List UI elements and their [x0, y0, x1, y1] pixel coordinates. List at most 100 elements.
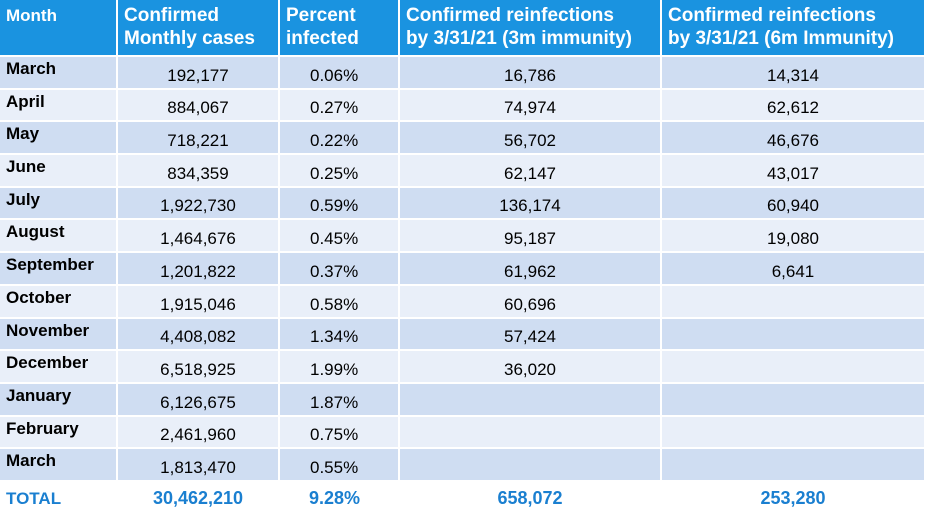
cell-reinf-6m	[661, 382, 925, 417]
header-percent-infected: Percent infected	[279, 0, 400, 57]
cell-percent: 0.27%	[279, 88, 400, 123]
cell-percent: 0.58%	[279, 284, 400, 319]
header-row: Month Confirmed Monthly cases Percent in…	[0, 0, 925, 57]
cell-reinf-6m	[661, 415, 925, 450]
cell-reinf-6m: 43,017	[661, 154, 925, 188]
table-row: March 192,177 0.06% 16,786 14,314	[0, 56, 925, 90]
cell-reinf-6m: 60,940	[661, 186, 925, 221]
cell-cases: 1,915,046	[117, 284, 280, 319]
cell-percent: 0.59%	[279, 186, 400, 221]
cell-reinf-6m: 6,641	[661, 252, 925, 286]
cell-percent: 0.06%	[279, 56, 400, 90]
cell-cases: 718,221	[117, 121, 280, 156]
table-footer: TOTAL 30,462,210 9.28% 658,072 253,280	[0, 480, 925, 516]
cell-percent: 0.45%	[279, 219, 400, 254]
table-row: May 718,221 0.22% 56,702 46,676	[0, 121, 925, 156]
cell-cases: 1,922,730	[117, 186, 280, 221]
header-reinfections-6m: Confirmed reinfections by 3/31/21 (6m Im…	[661, 0, 925, 57]
table-row: November 4,408,082 1.34% 57,424	[0, 317, 925, 352]
cell-cases: 6,518,925	[117, 350, 280, 384]
cell-month: March	[0, 56, 118, 90]
cell-month: February	[0, 415, 118, 450]
cell-reinf-6m: 19,080	[661, 219, 925, 254]
header-percent-line2: infected	[286, 28, 359, 49]
cell-percent: 0.22%	[279, 121, 400, 156]
cell-reinf-3m	[399, 415, 662, 450]
cell-month: January	[0, 382, 118, 417]
cell-reinf-3m: 95,187	[399, 219, 662, 254]
cell-reinf-3m	[399, 382, 662, 417]
header-reinf6-line2: by 3/31/21 (6m Immunity)	[668, 28, 894, 49]
header-cases-line1: Confirmed	[124, 5, 219, 26]
cell-month: November	[0, 317, 118, 352]
cell-reinf-6m	[661, 317, 925, 352]
cell-percent: 1.34%	[279, 317, 400, 352]
total-reinf-6m: 253,280	[661, 480, 925, 516]
cell-reinf-3m	[399, 448, 662, 482]
cell-month: June	[0, 154, 118, 188]
header-reinf6-line1: Confirmed reinfections	[668, 5, 876, 26]
cell-month: September	[0, 252, 118, 286]
cell-reinf-6m	[661, 350, 925, 384]
cell-reinf-6m	[661, 284, 925, 319]
cell-reinf-3m: 62,147	[399, 154, 662, 188]
cell-cases: 834,359	[117, 154, 280, 188]
header-month-label: Month	[6, 6, 57, 25]
table-row: February 2,461,960 0.75%	[0, 415, 925, 450]
cell-month: April	[0, 88, 118, 123]
cell-percent: 0.55%	[279, 448, 400, 482]
total-label: TOTAL	[0, 480, 117, 516]
table-row: July 1,922,730 0.59% 136,174 60,940	[0, 186, 925, 221]
cell-reinf-6m: 14,314	[661, 56, 925, 90]
cell-percent: 1.99%	[279, 350, 400, 384]
header-cases-line2: Monthly cases	[124, 28, 255, 49]
table-row: April 884,067 0.27% 74,974 62,612	[0, 88, 925, 123]
cell-percent: 0.75%	[279, 415, 400, 450]
cell-reinf-6m	[661, 448, 925, 482]
cell-cases: 1,813,470	[117, 448, 280, 482]
cell-reinf-3m: 57,424	[399, 317, 662, 352]
total-percent: 9.28%	[279, 480, 399, 516]
total-reinf-3m: 658,072	[399, 480, 661, 516]
cell-reinf-3m: 56,702	[399, 121, 662, 156]
cell-month: August	[0, 219, 118, 254]
header-percent-line1: Percent	[286, 5, 356, 26]
cell-reinf-6m: 62,612	[661, 88, 925, 123]
cell-month: December	[0, 350, 118, 384]
cell-cases: 4,408,082	[117, 317, 280, 352]
cell-reinf-3m: 36,020	[399, 350, 662, 384]
cell-cases: 1,464,676	[117, 219, 280, 254]
cell-cases: 192,177	[117, 56, 280, 90]
table-row: March 1,813,470 0.55%	[0, 448, 925, 482]
table-row: August 1,464,676 0.45% 95,187 19,080	[0, 219, 925, 254]
cell-month: October	[0, 284, 118, 319]
header-month: Month	[0, 0, 118, 57]
cell-percent: 1.87%	[279, 382, 400, 417]
header-reinf3-line1: Confirmed reinfections	[406, 5, 614, 26]
cell-cases: 6,126,675	[117, 382, 280, 417]
cell-reinf-3m: 60,696	[399, 284, 662, 319]
total-row: TOTAL 30,462,210 9.28% 658,072 253,280	[0, 480, 925, 516]
cell-reinf-6m: 46,676	[661, 121, 925, 156]
table-body: March 192,177 0.06% 16,786 14,314 April …	[0, 56, 925, 482]
cell-reinf-3m: 16,786	[399, 56, 662, 90]
cell-month: July	[0, 186, 118, 221]
cell-cases: 884,067	[117, 88, 280, 123]
table-header: Month Confirmed Monthly cases Percent in…	[0, 0, 925, 57]
table-row: December 6,518,925 1.99% 36,020	[0, 350, 925, 384]
table-row: June 834,359 0.25% 62,147 43,017	[0, 154, 925, 188]
cell-reinf-3m: 136,174	[399, 186, 662, 221]
cell-reinf-3m: 74,974	[399, 88, 662, 123]
header-reinfections-3m: Confirmed reinfections by 3/31/21 (3m im…	[399, 0, 662, 57]
total-cases: 30,462,210	[117, 480, 279, 516]
cell-reinf-3m: 61,962	[399, 252, 662, 286]
cell-percent: 0.37%	[279, 252, 400, 286]
header-reinf3-line2: by 3/31/21 (3m immunity)	[406, 28, 632, 49]
cell-month: March	[0, 448, 118, 482]
table-row: January 6,126,675 1.87%	[0, 382, 925, 417]
cell-percent: 0.25%	[279, 154, 400, 188]
cell-cases: 1,201,822	[117, 252, 280, 286]
table-row: October 1,915,046 0.58% 60,696	[0, 284, 925, 319]
table-row: September 1,201,822 0.37% 61,962 6,641	[0, 252, 925, 286]
